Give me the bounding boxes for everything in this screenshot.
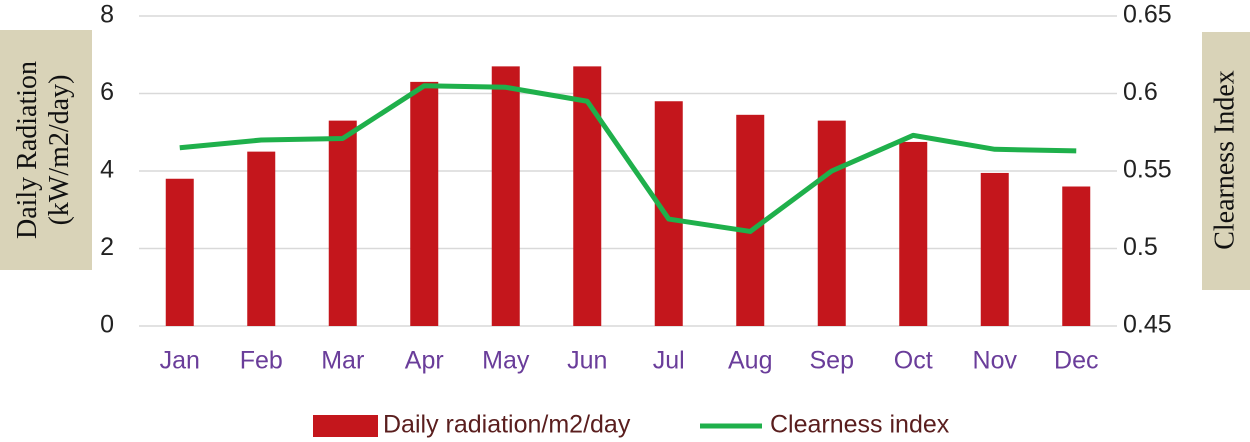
x-tick-label: May — [482, 347, 530, 375]
x-tick-label: Sep — [810, 347, 854, 375]
bar — [1062, 186, 1091, 326]
y2-tick-label: 0.65 — [1123, 1, 1172, 29]
bar — [410, 81, 439, 326]
y-title-bg — [0, 30, 92, 270]
x-tick-label: Oct — [894, 347, 933, 375]
y2-axis-title: Clearness Index — [1209, 70, 1240, 250]
x-tick-label: Jun — [567, 347, 607, 375]
bar — [654, 101, 683, 326]
x-tick-label: Jan — [160, 347, 200, 375]
y-tick-label: 6 — [100, 78, 114, 106]
x-tick-label: Mar — [321, 347, 364, 375]
legend-label: Clearness index — [770, 411, 950, 439]
x-tick-label: Dec — [1054, 347, 1098, 375]
y-tick-label: 2 — [100, 233, 114, 261]
x-tick-label: Nov — [973, 347, 1018, 375]
bar — [817, 120, 846, 326]
bar — [573, 66, 602, 326]
bar — [980, 172, 1009, 326]
legend-swatch — [313, 415, 378, 437]
legend-label: Daily radiation/m2/day — [383, 411, 631, 439]
y-axis-title-line: (kW/m2/day) — [44, 75, 75, 226]
y-axis-title: Daily Radiation(kW/m2/day) — [12, 61, 75, 239]
bar — [328, 120, 357, 326]
bar — [899, 141, 928, 326]
x-tick-label: Aug — [728, 347, 772, 375]
y2-title-bg — [1202, 32, 1250, 290]
x-tick-label: Jul — [653, 347, 685, 375]
line — [179, 83, 1077, 234]
y2-tick-label: 0.6 — [1123, 78, 1158, 106]
bar — [247, 151, 276, 326]
bar — [491, 66, 520, 326]
y2-tick-label: 0.5 — [1123, 233, 1158, 261]
y2-tick-label: 0.45 — [1123, 311, 1172, 339]
x-tick-label: Apr — [405, 347, 444, 375]
bar — [736, 114, 765, 326]
y-tick-label: 8 — [100, 1, 114, 29]
y-axis-title-line: Daily Radiation — [12, 61, 43, 239]
y-tick-label: 4 — [100, 156, 114, 184]
y-tick-label: 0 — [100, 311, 114, 339]
y2-tick-label: 0.55 — [1123, 156, 1172, 184]
bar — [165, 178, 194, 326]
x-tick-label: Feb — [240, 347, 283, 375]
